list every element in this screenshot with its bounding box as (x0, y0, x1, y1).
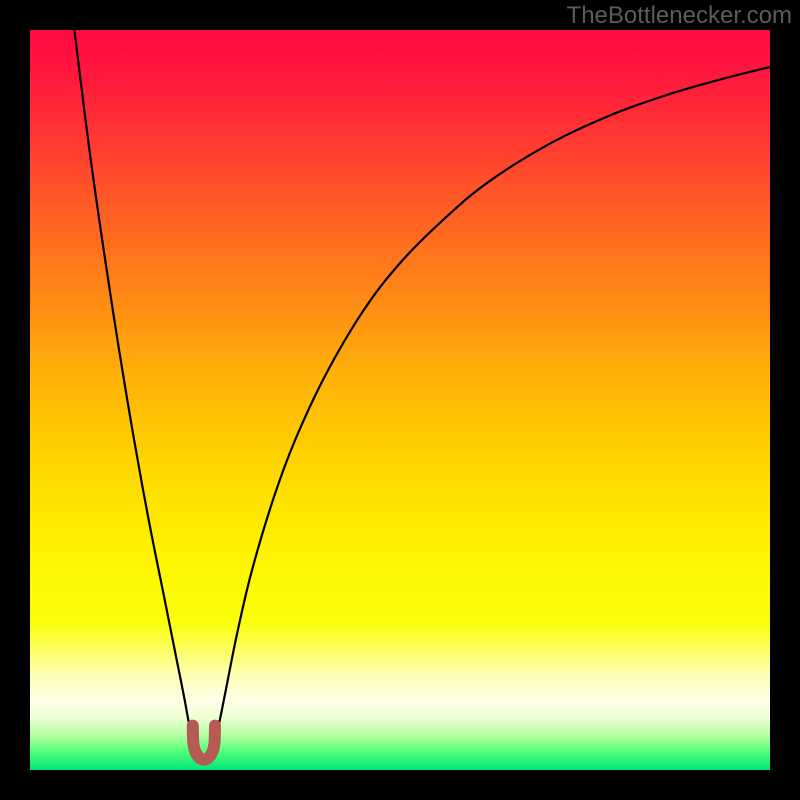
chart-background (30, 30, 770, 770)
bottleneck-chart (30, 30, 770, 770)
figure-frame: TheBottlenecker.com (0, 0, 800, 800)
watermark-text: TheBottlenecker.com (567, 2, 792, 30)
